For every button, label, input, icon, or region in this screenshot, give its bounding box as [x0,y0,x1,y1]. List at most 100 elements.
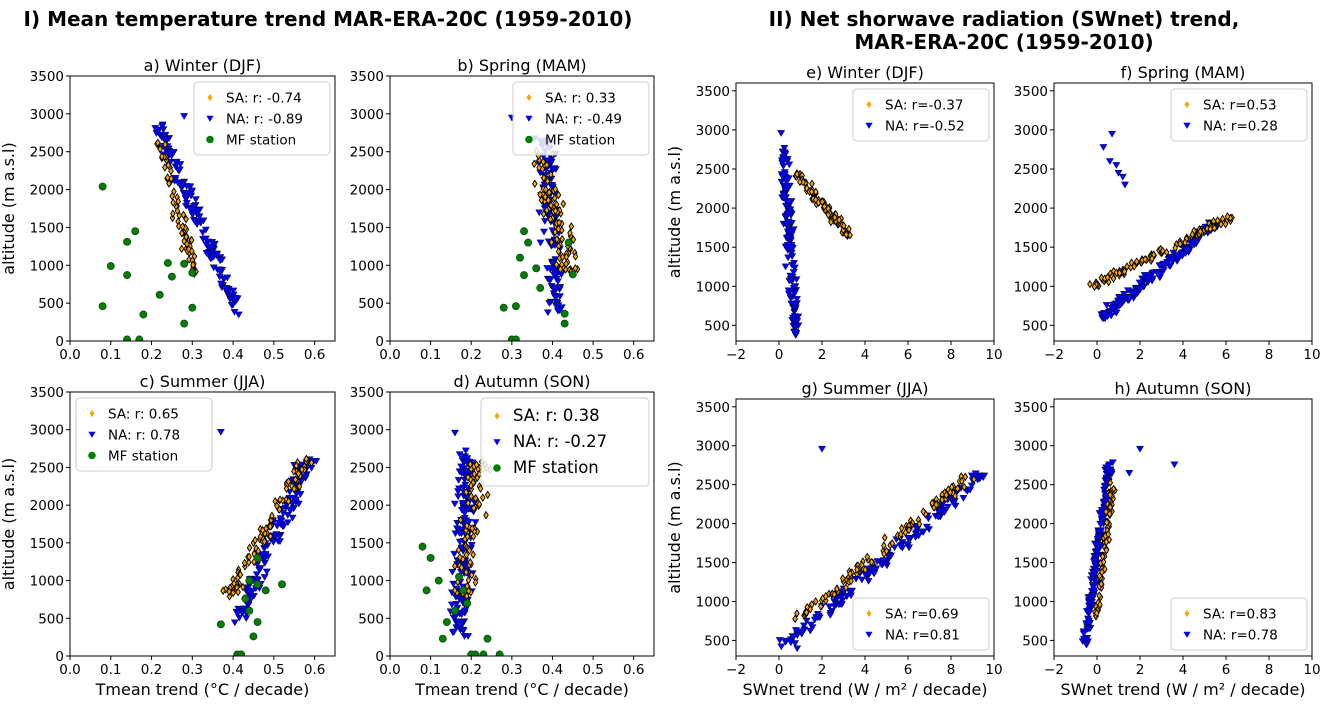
sa-point [246,543,253,553]
x-tick-label: 0.5 [582,347,603,363]
sa-point [544,176,551,186]
sa-point [1149,254,1155,263]
na-point [152,130,161,137]
na-point [549,285,558,292]
subplot-e: −2 0 2 4 6 8 10 500 1000 1500 2000 2500 3000 3500 e) W… [665,63,1003,363]
sa-point [1197,227,1204,236]
axes-frame [389,391,655,657]
na-point [1096,520,1105,528]
na-point [1129,290,1138,298]
na-point [244,587,253,595]
subplot-title: c) Summer (JJA) [140,372,266,391]
na-point [788,253,797,261]
sa-point [1182,238,1188,247]
sa-point [1110,274,1117,283]
sa-point [465,575,472,585]
mf-station-point [253,580,262,589]
legend: SA: r=0.69 NA: r=0.81 [852,597,990,651]
sa-point [189,246,195,256]
mf-station-point [245,606,254,615]
x-tick-label: 0.1 [420,347,441,363]
legend-label: SA: r=-0.37 [885,98,963,114]
legend-sa-marker [526,93,532,102]
sa-point [1098,579,1105,589]
na-point [1087,576,1095,584]
sa-point [465,473,471,482]
sa-point [190,260,196,270]
na-point [190,218,199,225]
sa-point [794,169,800,179]
na-point [777,643,786,651]
mf-station-point [249,632,258,641]
y-tick-label: 3000 [30,423,64,439]
na-point [276,538,284,545]
x-tick-label: 0 [1093,662,1102,678]
na-point [453,525,461,533]
y-tick-label: 1500 [30,220,64,236]
x-tick-label: 0.4 [542,347,563,363]
subplot-b: 0.0 0.1 0.2 0.3 0.4 0.5 0.6 0 500 1000 1500 2000 250… [350,56,655,363]
sa-point [822,591,829,601]
mf-station-point [536,284,545,292]
sa-point [840,225,846,235]
x-tick-label: 2 [1136,347,1145,363]
y-tick-label: 500 [1022,318,1048,334]
sa-point [557,264,564,274]
na-point [777,130,786,137]
sa-point [548,170,554,179]
legend-box [75,397,213,472]
x-tick-label: 0.0 [59,347,80,363]
legend-box [852,88,990,142]
na-point [543,265,552,272]
sa-point [804,183,810,193]
legend-box [852,597,990,651]
sa-point [457,553,463,562]
sa-point [567,228,573,238]
y-tick-label: 1500 [1014,240,1048,256]
sa-point [847,569,853,579]
mf-station-point [495,650,504,656]
na-point [783,156,792,163]
mf-station-point [278,580,286,589]
na-point [284,519,292,527]
y-tick-label: 2500 [696,162,730,178]
y-tick-label: 500 [1022,633,1048,649]
sa-point [552,206,559,216]
mf-station-point [560,309,569,318]
mf-station-point [564,238,573,247]
na-point [457,506,466,514]
subplot-title: b) Spring (MAM) [457,56,586,75]
na-point [789,269,798,276]
sa-point [464,521,470,531]
sa-point [457,515,464,525]
sa-point [1103,507,1109,516]
legend-mf-marker [206,135,214,144]
mf-station-point [422,586,431,595]
x-tick-label: −2 [1044,662,1064,678]
x-tick-label: 0.6 [304,347,325,363]
y-tick-label: 1000 [30,574,64,590]
mf-station-point [471,650,480,656]
scatter-points [1087,130,1235,323]
y-tick-label: 3500 [350,69,384,85]
na-point [787,278,796,286]
sa-point [916,519,923,529]
sa-point [971,475,977,484]
na-point [195,213,204,221]
mf-station-point [463,599,472,608]
na-point [791,323,800,331]
na-point [1092,567,1101,575]
mf-station-point [163,259,172,267]
na-point [553,278,562,286]
scatter-points [775,445,989,653]
na-point [458,500,467,507]
na-point [540,181,549,189]
y-tick-label: 500 [38,611,64,627]
sa-point [1121,267,1128,276]
na-point [787,300,796,308]
legend-na-marker [88,431,96,438]
sa-point [552,227,559,237]
right-figure-title: II) Net shorwave radiation (SWnet) trend… [676,8,1332,54]
legend-label: NA: r=0.78 [1203,628,1278,644]
na-point [896,543,905,550]
